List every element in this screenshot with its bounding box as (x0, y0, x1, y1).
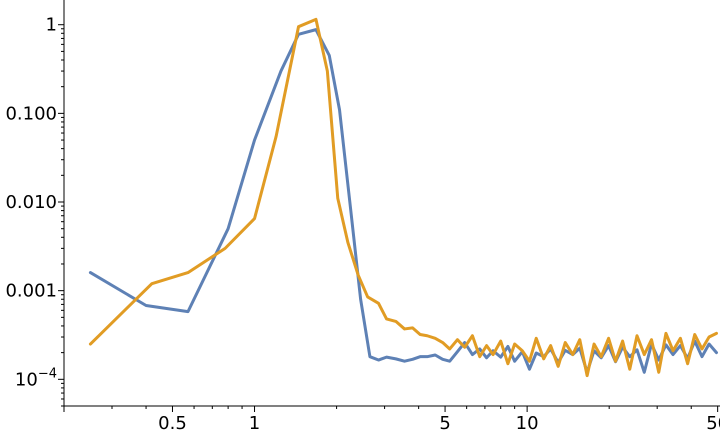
y-tick-label: 0.010 (5, 192, 57, 213)
x-tick-label: 0.5 (158, 413, 187, 434)
y-tick-label: 0.001 (5, 281, 57, 302)
series-line-2 (88, 17, 718, 378)
x-tick-label: 10 (516, 413, 539, 434)
x-tick-label: 1 (249, 413, 260, 434)
series-line-1 (88, 28, 718, 374)
x-tick-label: 50 (706, 413, 720, 434)
y-tick-label: 0.100 (5, 103, 57, 124)
y-tick-label: 1 (46, 15, 57, 36)
y-tick-label: 10−4 (15, 366, 57, 390)
ticks-layer: 0.5 1 5 10 50 1 0.100 0.010 0.001 10−4 (5, 15, 720, 434)
x-tick-label: 5 (439, 413, 450, 434)
series-layer (88, 17, 718, 378)
